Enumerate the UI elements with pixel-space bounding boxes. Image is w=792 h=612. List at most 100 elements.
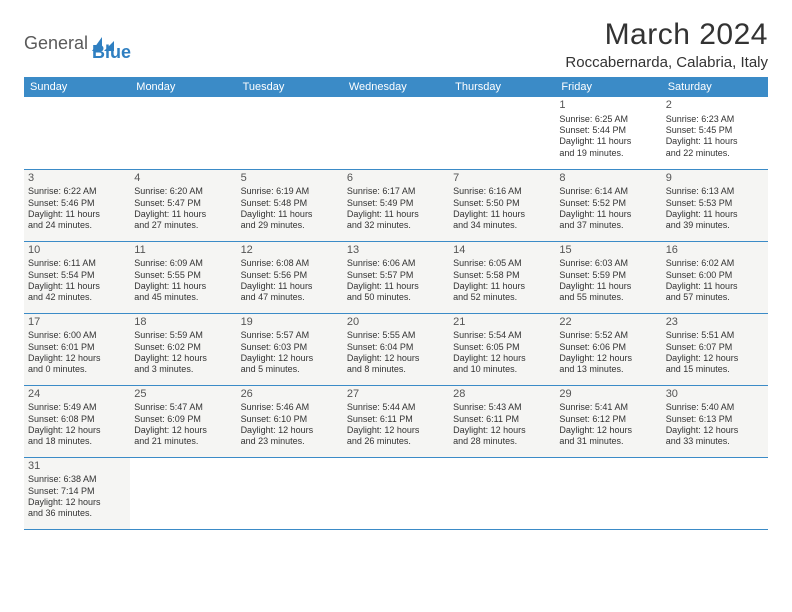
day-sunset: Sunset: 6:05 PM (453, 342, 551, 353)
calendar-day-cell: 13Sunrise: 6:06 AMSunset: 5:57 PMDayligh… (343, 241, 449, 313)
day-sunrise: Sunrise: 5:47 AM (134, 402, 232, 413)
day-daylight2: and 31 minutes. (559, 436, 657, 447)
day-daylight2: and 15 minutes. (666, 364, 764, 375)
day-sunrise: Sunrise: 5:41 AM (559, 402, 657, 413)
day-daylight2: and 26 minutes. (347, 436, 445, 447)
day-daylight1: Daylight: 11 hours (241, 281, 339, 292)
day-sunrise: Sunrise: 5:46 AM (241, 402, 339, 413)
day-daylight2: and 45 minutes. (134, 292, 232, 303)
day-daylight2: and 37 minutes. (559, 220, 657, 231)
calendar-day-cell: 8Sunrise: 6:14 AMSunset: 5:52 PMDaylight… (555, 169, 661, 241)
day-daylight2: and 3 minutes. (134, 364, 232, 375)
day-number: 24 (28, 388, 126, 402)
calendar-day-cell: 17Sunrise: 6:00 AMSunset: 6:01 PMDayligh… (24, 313, 130, 385)
brand-general: General (24, 33, 88, 54)
calendar-day-cell: 6Sunrise: 6:17 AMSunset: 5:49 PMDaylight… (343, 169, 449, 241)
day-number: 15 (559, 244, 657, 258)
day-sunset: Sunset: 5:58 PM (453, 270, 551, 281)
day-sunset: Sunset: 5:46 PM (28, 198, 126, 209)
day-daylight1: Daylight: 12 hours (666, 353, 764, 364)
day-sunrise: Sunrise: 6:00 AM (28, 330, 126, 341)
calendar-week-row: 3Sunrise: 6:22 AMSunset: 5:46 PM Daylight… (24, 169, 768, 241)
day-sunset: Sunset: 6:02 PM (134, 342, 232, 353)
calendar-day-cell: 21Sunrise: 5:54 AMSunset: 6:05 PMDayligh… (449, 313, 555, 385)
calendar-day-cell: 9Sunrise: 6:13 AMSunset: 5:53 PMDaylight… (662, 169, 768, 241)
day-number: 26 (241, 388, 339, 402)
day-number: 2 (666, 99, 764, 113)
calendar-table: Sunday Monday Tuesday Wednesday Thursday… (24, 77, 768, 530)
calendar-day-cell: 20Sunrise: 5:55 AMSunset: 6:04 PMDayligh… (343, 313, 449, 385)
day-sunrise: Sunrise: 5:54 AM (453, 330, 551, 341)
day-sunrise: Sunrise: 6:17 AM (347, 186, 445, 197)
day-sunset: Sunset: 5:44 PM (559, 125, 657, 136)
day-sunset: Sunset: 6:10 PM (241, 414, 339, 425)
day-daylight2: and 27 minutes. (134, 220, 232, 231)
day-number: 21 (453, 316, 551, 330)
day-daylight2: and 34 minutes. (453, 220, 551, 231)
calendar-day-cell (449, 457, 555, 529)
day-number: 3 (28, 172, 126, 186)
header: General Blue March 2024 Roccabernarda, C… (24, 18, 768, 71)
day-sunrise: Sunrise: 6:08 AM (241, 258, 339, 269)
day-daylight1: Daylight: 12 hours (241, 353, 339, 364)
day-daylight2: and 55 minutes. (559, 292, 657, 303)
day-number: 1 (559, 99, 657, 113)
calendar-day-cell: 22Sunrise: 5:52 AMSunset: 6:06 PMDayligh… (555, 313, 661, 385)
day-sunset: Sunset: 6:04 PM (347, 342, 445, 353)
day-sunrise: Sunrise: 6:38 AM (28, 474, 126, 485)
day-sunset: Sunset: 6:01 PM (28, 342, 126, 353)
calendar-day-cell: 10Sunrise: 6:11 AMSunset: 5:54 PMDayligh… (24, 241, 130, 313)
day-sunrise: Sunrise: 5:59 AM (134, 330, 232, 341)
calendar-day-cell (237, 457, 343, 529)
day-sunrise: Sunrise: 6:22 AM (28, 186, 126, 197)
day-daylight2: and 19 minutes. (559, 148, 657, 159)
calendar-day-cell: 1Sunrise: 6:25 AMSunset: 5:44 PMDaylight… (555, 97, 661, 169)
day-daylight1: Daylight: 11 hours (559, 281, 657, 292)
calendar-day-cell (130, 457, 236, 529)
day-number: 16 (666, 244, 764, 258)
calendar-week-row: 1Sunrise: 6:25 AMSunset: 5:44 PMDaylight… (24, 97, 768, 169)
day-sunrise: Sunrise: 5:57 AM (241, 330, 339, 341)
weekday-header: Thursday (449, 77, 555, 97)
calendar-week-row: 24Sunrise: 5:49 AMSunset: 6:08 PMDayligh… (24, 385, 768, 457)
day-number: 4 (134, 172, 232, 186)
day-daylight1: Daylight: 11 hours (559, 136, 657, 147)
day-number: 23 (666, 316, 764, 330)
day-sunrise: Sunrise: 5:43 AM (453, 402, 551, 413)
calendar-day-cell: 27Sunrise: 5:44 AMSunset: 6:11 PMDayligh… (343, 385, 449, 457)
day-sunset: Sunset: 6:09 PM (134, 414, 232, 425)
calendar-day-cell: 26Sunrise: 5:46 AMSunset: 6:10 PMDayligh… (237, 385, 343, 457)
day-sunset: Sunset: 6:00 PM (666, 270, 764, 281)
day-daylight1: Daylight: 12 hours (28, 497, 126, 508)
day-number: 8 (559, 172, 657, 186)
day-number: 19 (241, 316, 339, 330)
day-daylight2: and 23 minutes. (241, 436, 339, 447)
calendar-week-row: 10Sunrise: 6:11 AMSunset: 5:54 PMDayligh… (24, 241, 768, 313)
day-daylight2: and 50 minutes. (347, 292, 445, 303)
day-sunrise: Sunrise: 6:23 AM (666, 114, 764, 125)
day-daylight2: and 28 minutes. (453, 436, 551, 447)
day-daylight1: Daylight: 11 hours (559, 209, 657, 220)
day-daylight2: and 33 minutes. (666, 436, 764, 447)
day-daylight1: Daylight: 12 hours (559, 425, 657, 436)
day-sunset: Sunset: 6:08 PM (28, 414, 126, 425)
day-daylight2: and 10 minutes. (453, 364, 551, 375)
day-daylight1: Daylight: 12 hours (559, 353, 657, 364)
brand-blue-wrap: Blue (92, 42, 131, 63)
weekday-header-row: Sunday Monday Tuesday Wednesday Thursday… (24, 77, 768, 97)
day-sunset: Sunset: 6:11 PM (453, 414, 551, 425)
calendar-day-cell: 29Sunrise: 5:41 AMSunset: 6:12 PMDayligh… (555, 385, 661, 457)
day-daylight1: Daylight: 11 hours (134, 281, 232, 292)
day-sunset: Sunset: 5:45 PM (666, 125, 764, 136)
day-daylight2: and 0 minutes. (28, 364, 126, 375)
calendar-day-cell: 2Sunrise: 6:23 AMSunset: 5:45 PMDaylight… (662, 97, 768, 169)
day-daylight1: Daylight: 12 hours (453, 425, 551, 436)
calendar-day-cell: 3Sunrise: 6:22 AMSunset: 5:46 PMDaylight… (24, 169, 130, 241)
day-daylight1: Daylight: 12 hours (134, 353, 232, 364)
day-sunset: Sunset: 5:56 PM (241, 270, 339, 281)
calendar-day-cell: 11Sunrise: 6:09 AMSunset: 5:55 PMDayligh… (130, 241, 236, 313)
day-number: 18 (134, 316, 232, 330)
day-sunset: Sunset: 5:53 PM (666, 198, 764, 209)
calendar-day-cell: 30Sunrise: 5:40 AMSunset: 6:13 PMDayligh… (662, 385, 768, 457)
day-sunrise: Sunrise: 6:11 AM (28, 258, 126, 269)
